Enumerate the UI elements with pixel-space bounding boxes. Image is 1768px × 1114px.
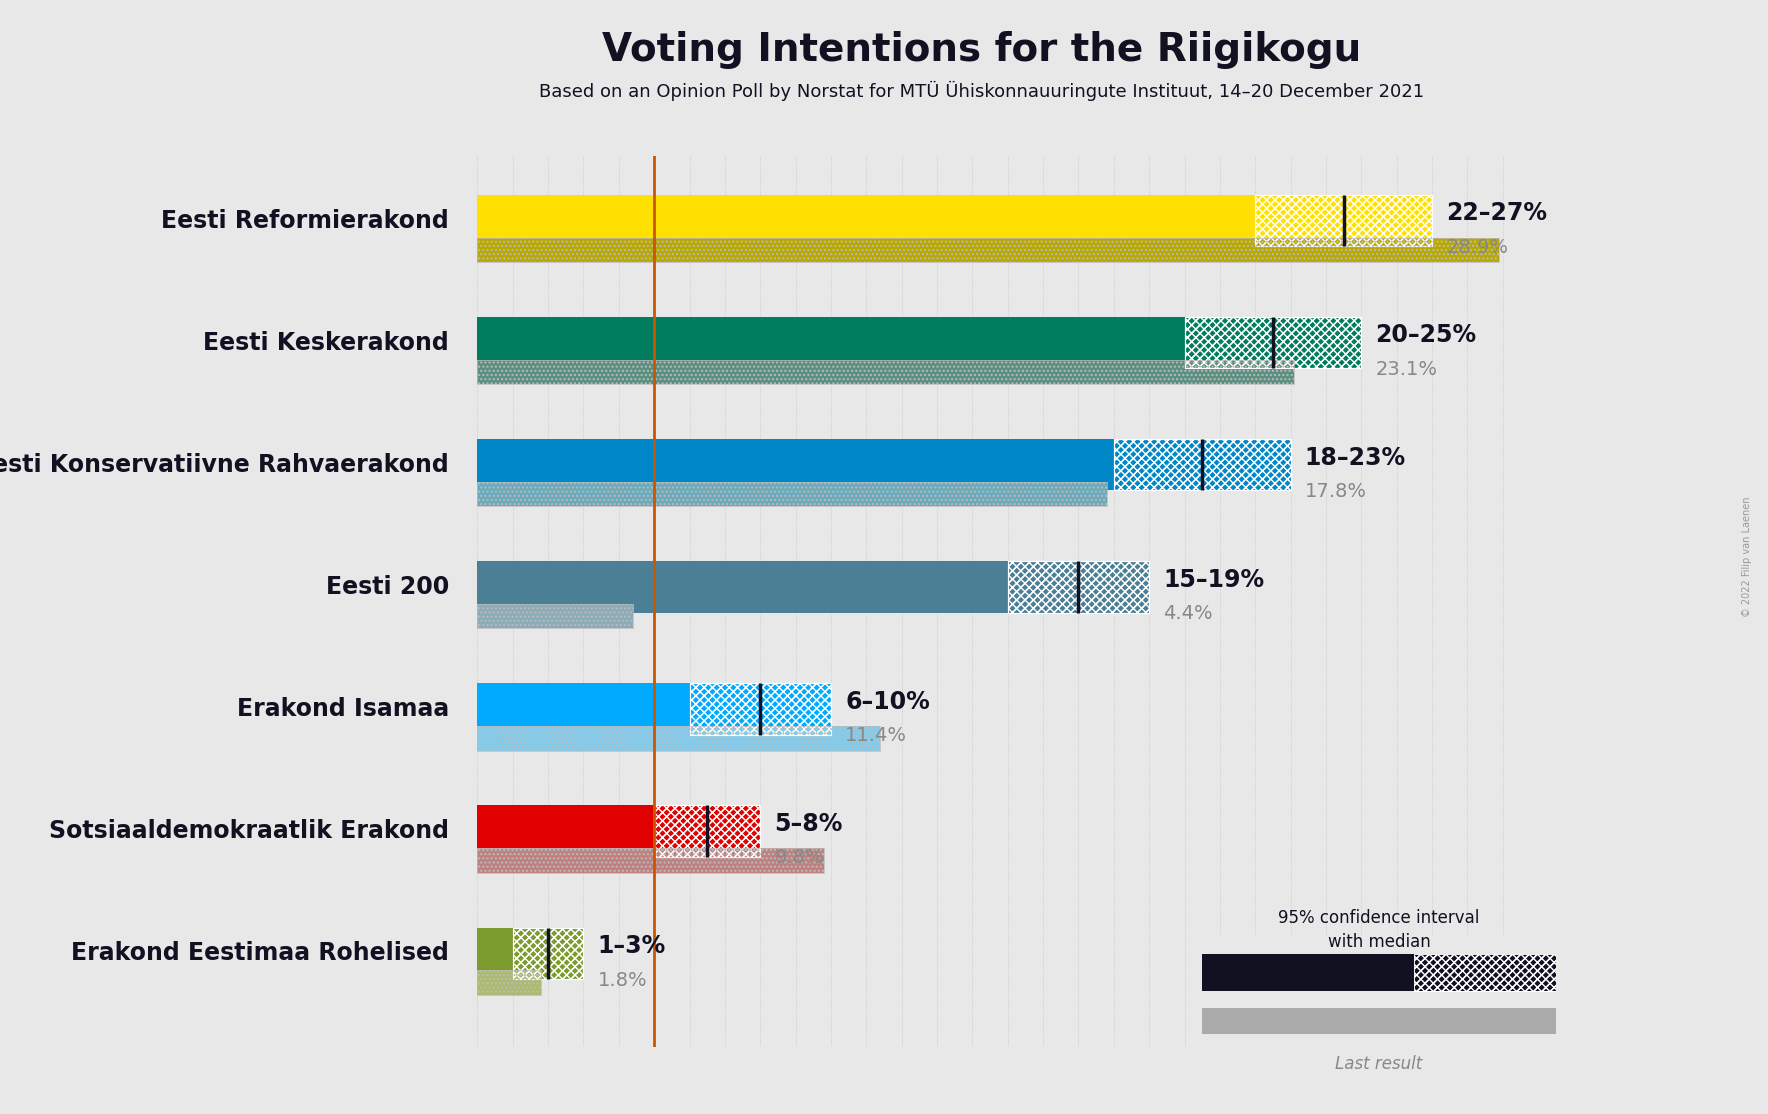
Bar xyxy=(477,360,1294,384)
Bar xyxy=(477,726,880,751)
Bar xyxy=(477,970,541,995)
Text: 22–27%: 22–27% xyxy=(1446,202,1547,225)
Text: 17.8%: 17.8% xyxy=(1305,482,1367,501)
Bar xyxy=(477,928,513,979)
Bar xyxy=(1202,955,1414,991)
Bar xyxy=(1185,317,1361,369)
Bar xyxy=(477,726,880,751)
Text: 15–19%: 15–19% xyxy=(1163,568,1264,592)
Bar xyxy=(1185,317,1361,369)
Bar xyxy=(690,683,831,734)
Text: 9.8%: 9.8% xyxy=(774,849,824,868)
Bar xyxy=(477,237,1499,262)
Text: Erakond Eestimaa Rohelised: Erakond Eestimaa Rohelised xyxy=(71,941,449,965)
Bar xyxy=(477,604,633,628)
Text: Voting Intentions for the Riigikogu: Voting Intentions for the Riigikogu xyxy=(601,31,1361,69)
Bar xyxy=(1414,955,1556,991)
Text: 11.4%: 11.4% xyxy=(845,726,907,745)
Bar xyxy=(690,683,831,734)
Bar xyxy=(513,928,583,979)
Bar xyxy=(477,237,1499,262)
Text: © 2022 Filip van Laenen: © 2022 Filip van Laenen xyxy=(1741,497,1752,617)
Text: Eesti Keskerakond: Eesti Keskerakond xyxy=(203,331,449,354)
Bar xyxy=(1008,561,1149,613)
Bar xyxy=(477,848,824,872)
Bar xyxy=(1202,1008,1556,1034)
Bar xyxy=(1114,439,1291,490)
Bar xyxy=(1114,439,1291,490)
Text: 4.4%: 4.4% xyxy=(1163,604,1213,623)
Bar xyxy=(477,805,654,857)
Text: 23.1%: 23.1% xyxy=(1376,360,1437,379)
Bar xyxy=(477,561,1008,613)
Bar xyxy=(654,805,760,857)
Text: Eesti 200: Eesti 200 xyxy=(325,575,449,599)
Bar xyxy=(1255,195,1432,246)
Text: Eesti Reformierakond: Eesti Reformierakond xyxy=(161,208,449,233)
Bar xyxy=(477,439,1114,490)
Bar xyxy=(654,805,760,857)
Bar xyxy=(477,482,1107,507)
Bar xyxy=(513,928,583,979)
Bar xyxy=(477,848,824,872)
Bar xyxy=(477,482,1107,507)
Text: Erakond Isamaa: Erakond Isamaa xyxy=(237,697,449,721)
Bar xyxy=(1414,955,1556,991)
Text: 20–25%: 20–25% xyxy=(1376,323,1476,348)
Bar xyxy=(477,683,690,734)
Text: Sotsiaaldemokraatlik Erakond: Sotsiaaldemokraatlik Erakond xyxy=(50,819,449,843)
Bar xyxy=(690,683,831,734)
Bar xyxy=(1008,561,1149,613)
Bar xyxy=(477,317,1185,369)
Bar xyxy=(1255,195,1432,246)
Bar xyxy=(1114,439,1291,490)
Text: 6–10%: 6–10% xyxy=(845,690,930,714)
Bar xyxy=(1185,317,1361,369)
Text: 95% confidence interval
with median: 95% confidence interval with median xyxy=(1278,909,1480,951)
Text: 28.9%: 28.9% xyxy=(1446,238,1508,257)
Bar xyxy=(477,970,541,995)
Bar xyxy=(1414,955,1556,991)
Text: 5–8%: 5–8% xyxy=(774,812,843,836)
Bar xyxy=(477,360,1294,384)
Bar xyxy=(513,928,583,979)
Bar xyxy=(477,195,1255,246)
Text: 1–3%: 1–3% xyxy=(598,934,667,958)
Text: Eesti Konservatiivne Rahvaerakond: Eesti Konservatiivne Rahvaerakond xyxy=(0,452,449,477)
Bar xyxy=(654,805,760,857)
Text: Last result: Last result xyxy=(1335,1055,1423,1073)
Bar xyxy=(477,604,633,628)
Text: Based on an Opinion Poll by Norstat for MTÜ Ühiskonnauuringute Instituut, 14–20 : Based on an Opinion Poll by Norstat for … xyxy=(539,81,1423,101)
Text: 1.8%: 1.8% xyxy=(598,970,647,989)
Bar xyxy=(1255,195,1432,246)
Bar xyxy=(1008,561,1149,613)
Text: 18–23%: 18–23% xyxy=(1305,446,1406,469)
